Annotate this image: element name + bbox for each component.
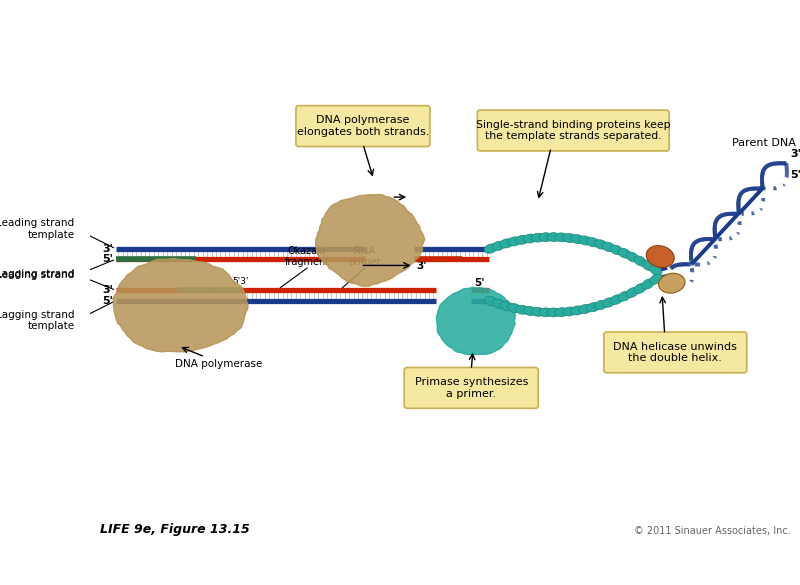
- Ellipse shape: [523, 234, 537, 243]
- Text: 3': 3': [416, 261, 426, 271]
- FancyBboxPatch shape: [296, 106, 430, 146]
- FancyBboxPatch shape: [478, 110, 669, 151]
- Text: 3': 3': [102, 243, 114, 253]
- Text: DNA helicase unwinds
the double helix.: DNA helicase unwinds the double helix.: [614, 342, 738, 363]
- Text: 5': 5': [790, 170, 800, 180]
- Ellipse shape: [594, 240, 607, 249]
- Ellipse shape: [586, 238, 599, 247]
- Ellipse shape: [650, 274, 662, 284]
- Polygon shape: [437, 287, 515, 355]
- Ellipse shape: [484, 244, 497, 253]
- Ellipse shape: [610, 295, 623, 304]
- Ellipse shape: [626, 288, 638, 298]
- Text: 5': 5': [102, 296, 114, 306]
- Ellipse shape: [555, 233, 568, 242]
- Ellipse shape: [602, 242, 615, 252]
- Text: Single-strand binding proteins keep
the template strands separated.: Single-strand binding proteins keep the …: [476, 120, 670, 142]
- Ellipse shape: [484, 296, 497, 306]
- Ellipse shape: [642, 279, 654, 289]
- Text: Lagging strand
template: Lagging strand template: [0, 309, 74, 331]
- Ellipse shape: [634, 256, 646, 266]
- Text: 5': 5': [474, 278, 484, 288]
- Text: LIFE 9e, Figure 13.15: LIFE 9e, Figure 13.15: [100, 523, 250, 536]
- Ellipse shape: [539, 308, 553, 316]
- Ellipse shape: [531, 307, 545, 316]
- Ellipse shape: [570, 306, 584, 315]
- Ellipse shape: [578, 304, 592, 314]
- Text: DNA polymerase
elongates both strands.: DNA polymerase elongates both strands.: [297, 115, 429, 137]
- Ellipse shape: [492, 299, 505, 308]
- Text: 3': 3': [102, 285, 114, 295]
- Ellipse shape: [555, 308, 568, 316]
- Text: DNA polymerase: DNA polymerase: [174, 359, 262, 369]
- Ellipse shape: [500, 301, 513, 311]
- Ellipse shape: [650, 265, 662, 276]
- Text: Primase synthesizes
a primer.: Primase synthesizes a primer.: [414, 377, 528, 399]
- Ellipse shape: [646, 246, 674, 267]
- Ellipse shape: [492, 241, 505, 250]
- FancyBboxPatch shape: [604, 332, 746, 373]
- Text: RNA
primer: RNA primer: [349, 246, 381, 267]
- Ellipse shape: [547, 308, 560, 317]
- Text: Lagging strand: Lagging strand: [0, 269, 74, 279]
- Ellipse shape: [508, 237, 521, 246]
- Text: Leading strand
template: Leading strand template: [0, 218, 74, 240]
- Text: 5': 5': [102, 254, 114, 264]
- Text: Leading strand: Leading strand: [0, 270, 74, 280]
- Polygon shape: [315, 195, 425, 287]
- Ellipse shape: [642, 260, 654, 271]
- Ellipse shape: [658, 273, 685, 293]
- Ellipse shape: [626, 252, 638, 262]
- Ellipse shape: [539, 233, 553, 242]
- Text: Parent DNA: Parent DNA: [732, 138, 796, 148]
- Ellipse shape: [586, 302, 599, 312]
- FancyBboxPatch shape: [404, 367, 538, 408]
- Ellipse shape: [515, 305, 529, 314]
- Text: Okazaki
fragment: Okazaki fragment: [285, 246, 330, 267]
- Text: 3': 3': [790, 149, 800, 159]
- Ellipse shape: [562, 307, 576, 316]
- Ellipse shape: [570, 235, 584, 243]
- Text: 5'3': 5'3': [232, 277, 249, 286]
- Text: © 2011 Sinauer Associates, Inc.: © 2011 Sinauer Associates, Inc.: [634, 526, 790, 536]
- Ellipse shape: [515, 235, 529, 245]
- Ellipse shape: [547, 233, 560, 242]
- Ellipse shape: [531, 233, 545, 242]
- Ellipse shape: [508, 304, 521, 312]
- Ellipse shape: [562, 233, 576, 243]
- Polygon shape: [113, 259, 248, 352]
- Ellipse shape: [602, 298, 615, 307]
- Ellipse shape: [578, 236, 592, 245]
- Ellipse shape: [634, 283, 646, 294]
- Ellipse shape: [594, 300, 607, 310]
- Ellipse shape: [618, 248, 630, 258]
- Ellipse shape: [523, 307, 537, 315]
- Ellipse shape: [500, 239, 513, 248]
- Ellipse shape: [610, 245, 623, 254]
- Ellipse shape: [618, 291, 630, 301]
